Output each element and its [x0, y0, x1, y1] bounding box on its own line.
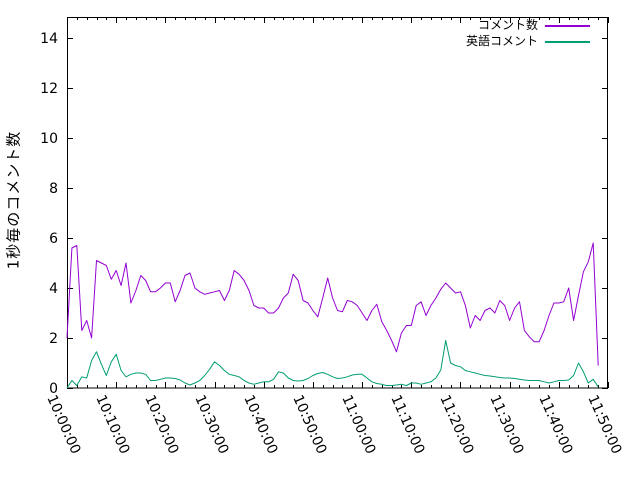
legend-label-english-comments: 英語コメント: [465, 34, 538, 48]
legend-label-comments: コメント数: [477, 18, 538, 32]
y-tick-label: 12: [40, 80, 58, 97]
y-tick-label: 4: [49, 280, 58, 297]
y-tick-label: 0: [49, 380, 58, 397]
y-tick-label: 6: [49, 230, 58, 247]
y-tick-label: 10: [40, 130, 58, 147]
series-line-comments: [66, 242, 599, 366]
y-tick-label: 14: [40, 30, 58, 47]
y-tick-label: 8: [49, 180, 58, 197]
series-lines: [66, 242, 599, 389]
y-axis-title: 1秒毎のコメント数: [4, 130, 23, 270]
axis-ticks: [67, 17, 609, 389]
plot-border: [67, 17, 608, 389]
legend-line-sample-comments: [545, 24, 590, 27]
y-tick-label: 2: [49, 330, 58, 347]
legend-line-sample-english-comments: [545, 40, 590, 43]
legend-item-comments: コメント数: [478, 18, 590, 33]
legend-item-english-comments: 英語コメント: [466, 34, 590, 49]
series-line-english-comments: [66, 340, 599, 389]
legend: コメント数 英語コメント: [466, 18, 590, 49]
